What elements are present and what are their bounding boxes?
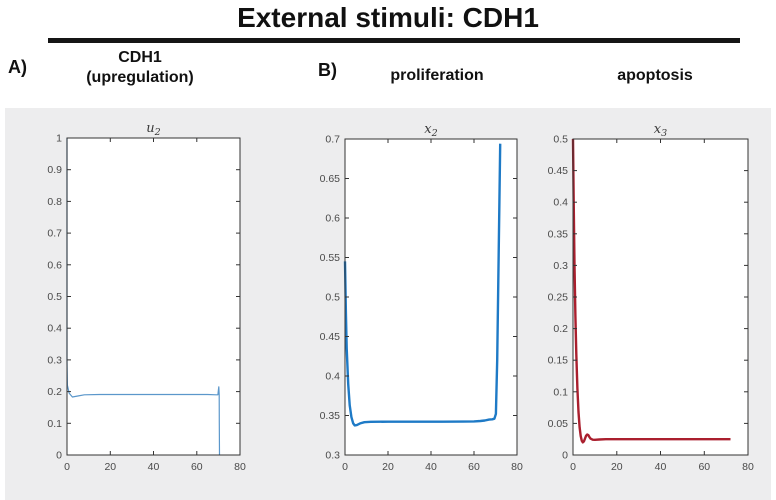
x-tick-label: 60 <box>468 461 480 473</box>
plot-area-x3 <box>573 139 748 455</box>
plot-title-x2: x2 <box>424 122 437 139</box>
y-tick-label: 0.45 <box>548 165 569 177</box>
section-a-label: A) <box>8 57 27 77</box>
y-tick-label: 0.2 <box>553 323 568 335</box>
y-tick-label: 0.3 <box>325 450 340 462</box>
y-tick-label: 0.5 <box>553 134 568 146</box>
y-tick-label: 0.6 <box>325 213 340 225</box>
y-tick-label: 0.7 <box>47 228 62 240</box>
y-tick-label: 0 <box>56 450 62 462</box>
x-tick-label: 0 <box>570 461 576 473</box>
plot-area-u2 <box>67 138 240 455</box>
panel-b1-title: proliferation <box>390 67 484 84</box>
x-tick-label: 80 <box>742 461 754 473</box>
x-tick-label: 40 <box>655 461 667 473</box>
x-tick-label: 40 <box>148 461 160 473</box>
panel-a-title-line2: (upregulation) <box>86 69 194 86</box>
x-tick-label: 20 <box>382 461 394 473</box>
plot-area-x2 <box>345 139 517 455</box>
x-tick-label: 0 <box>342 461 348 473</box>
x-tick-label: 80 <box>511 461 523 473</box>
y-tick-label: 0.6 <box>47 259 62 271</box>
plot-title-x3: x3 <box>654 122 667 139</box>
x-tick-label: 80 <box>234 461 246 473</box>
section-b-label: B) <box>318 60 337 80</box>
panel-a-title: CDH1 (upregulation) <box>65 48 215 88</box>
y-tick-label: 0.5 <box>325 292 340 304</box>
plot-title-u2: u2 <box>146 121 160 138</box>
y-tick-label: 0.35 <box>320 410 341 422</box>
y-tick-label: 0.05 <box>548 418 569 430</box>
x-tick-label: 20 <box>104 461 116 473</box>
y-tick-label: 0.4 <box>325 371 340 383</box>
x-tick-label: 60 <box>698 461 710 473</box>
panel-a-title-line1: CDH1 <box>118 49 162 66</box>
curve-x3 <box>571 138 731 444</box>
y-tick-label: 1 <box>56 133 62 145</box>
y-tick-label: 0.4 <box>47 323 62 335</box>
y-tick-label: 0.4 <box>553 197 568 209</box>
y-tick-label: 0.2 <box>47 386 62 398</box>
y-tick-label: 0.3 <box>553 260 568 272</box>
y-tick-label: 0.5 <box>47 291 62 303</box>
curve-x2 <box>343 143 502 427</box>
x-tick-label: 20 <box>611 461 623 473</box>
y-tick-label: 0.1 <box>553 386 568 398</box>
y-tick-label: 0.65 <box>320 173 341 185</box>
y-tick-label: 0.35 <box>548 228 569 240</box>
y-tick-label: 0.15 <box>548 355 569 367</box>
y-tick-label: 0.45 <box>320 331 341 343</box>
y-tick-label: 0.7 <box>325 134 340 146</box>
y-tick-label: 0.55 <box>320 252 341 264</box>
y-tick-label: 0.25 <box>548 292 569 304</box>
x-tick-label: 0 <box>64 461 70 473</box>
panel-b2-title: apoptosis <box>617 67 693 84</box>
y-tick-label: 0 <box>562 450 568 462</box>
y-tick-label: 0.1 <box>47 418 62 430</box>
y-tick-label: 0.9 <box>47 164 62 176</box>
x-tick-label: 60 <box>191 461 203 473</box>
figure-title: External stimuli: CDH1 <box>237 2 539 33</box>
y-tick-label: 0.3 <box>47 354 62 366</box>
x-tick-label: 40 <box>425 461 437 473</box>
title-rule <box>48 38 740 43</box>
y-tick-label: 0.8 <box>47 196 62 208</box>
